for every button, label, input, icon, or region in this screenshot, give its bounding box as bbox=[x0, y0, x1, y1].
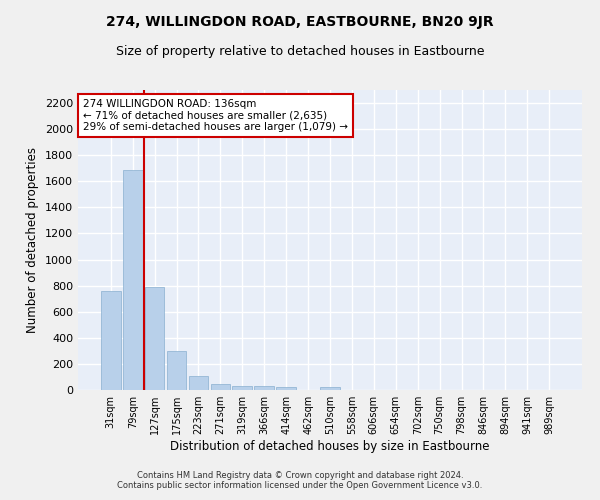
Text: 274 WILLINGDON ROAD: 136sqm
← 71% of detached houses are smaller (2,635)
29% of : 274 WILLINGDON ROAD: 136sqm ← 71% of det… bbox=[83, 99, 348, 132]
Bar bbox=[101, 291, 121, 390]
Text: Size of property relative to detached houses in Eastbourne: Size of property relative to detached ho… bbox=[116, 45, 484, 58]
Bar bbox=[276, 388, 296, 390]
Bar bbox=[211, 384, 230, 390]
Bar bbox=[167, 351, 187, 390]
Bar bbox=[188, 376, 208, 390]
Bar bbox=[123, 170, 143, 390]
Bar bbox=[254, 386, 274, 390]
Bar bbox=[320, 388, 340, 390]
Text: Contains HM Land Registry data © Crown copyright and database right 2024.
Contai: Contains HM Land Registry data © Crown c… bbox=[118, 470, 482, 490]
Bar bbox=[232, 386, 252, 390]
Text: 274, WILLINGDON ROAD, EASTBOURNE, BN20 9JR: 274, WILLINGDON ROAD, EASTBOURNE, BN20 9… bbox=[106, 15, 494, 29]
Bar bbox=[145, 287, 164, 390]
Y-axis label: Number of detached properties: Number of detached properties bbox=[26, 147, 40, 333]
X-axis label: Distribution of detached houses by size in Eastbourne: Distribution of detached houses by size … bbox=[170, 440, 490, 453]
